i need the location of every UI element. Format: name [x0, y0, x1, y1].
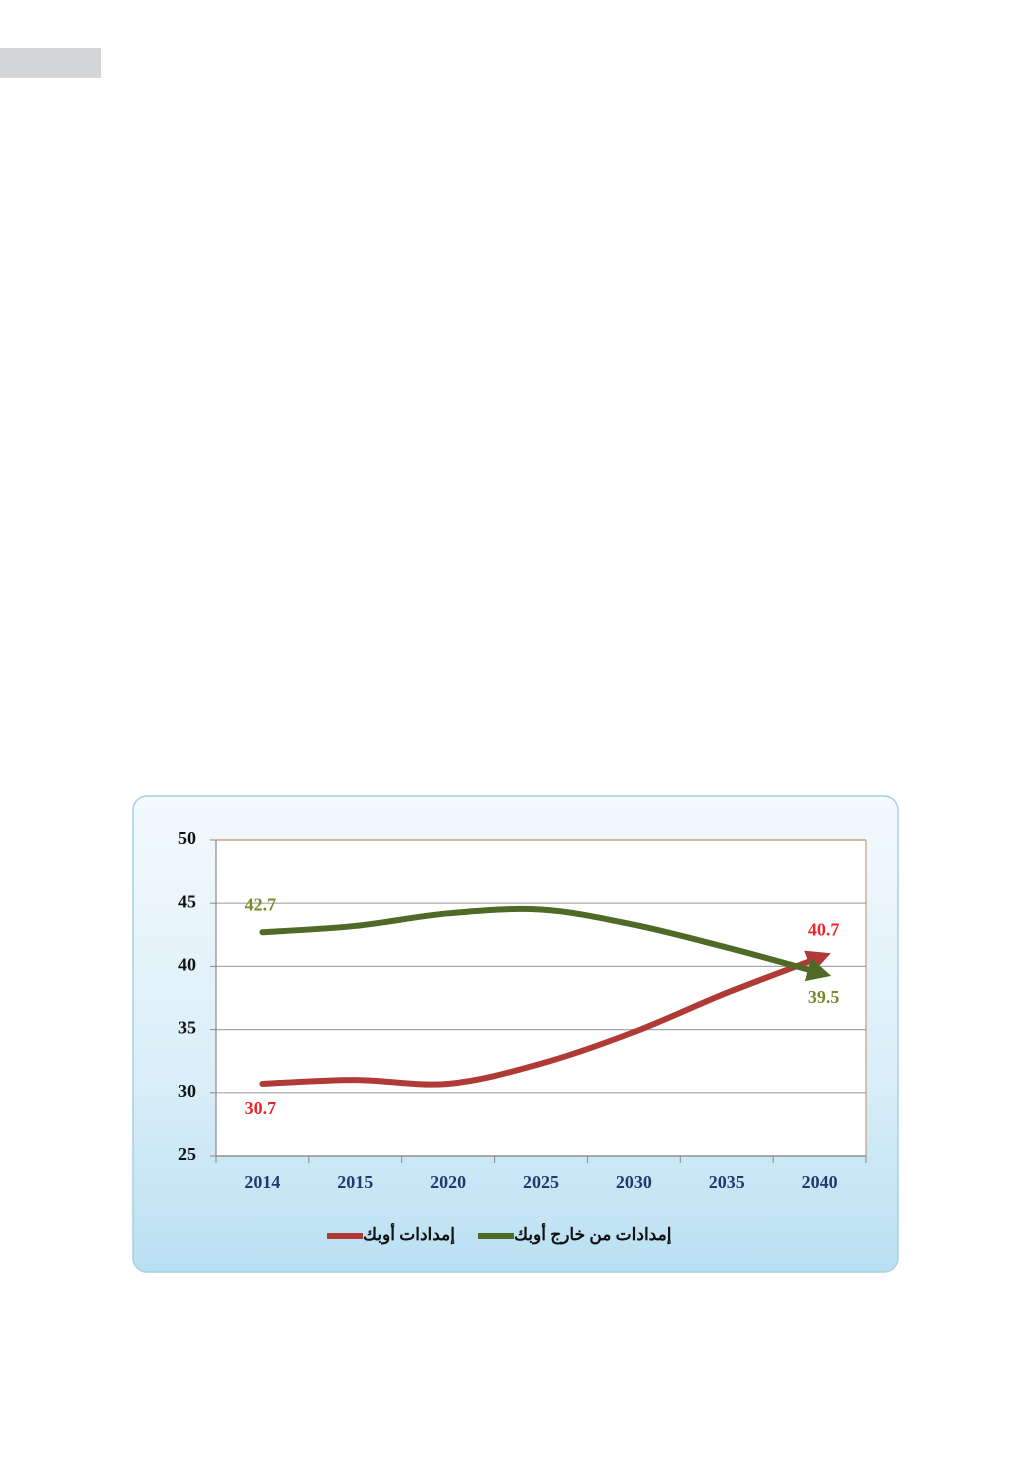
y-tick-label: 35	[178, 1018, 196, 1038]
y-tick-label: 25	[178, 1144, 196, 1164]
data-label: 39.5	[808, 987, 840, 1007]
legend-label: إمدادات أوبك	[363, 1222, 455, 1245]
series-line	[259, 950, 831, 1088]
y-tick-label: 30	[178, 1081, 196, 1101]
y-tick-label: 45	[178, 891, 196, 911]
data-label: 30.7	[245, 1098, 277, 1118]
x-tick-label: 2014	[244, 1172, 280, 1192]
legend-label: إمدادات من خارج أوبك	[514, 1222, 672, 1245]
data-label: 42.7	[245, 894, 277, 914]
data-label: 40.7	[808, 920, 840, 940]
x-tick-label: 2015	[337, 1172, 373, 1192]
x-tick-label: 2035	[709, 1172, 745, 1192]
plot-area	[216, 840, 866, 1156]
series-line	[259, 905, 832, 982]
x-tick-label: 2040	[802, 1172, 838, 1192]
x-tick-label: 2025	[523, 1172, 559, 1192]
x-tick-label: 2030	[616, 1172, 652, 1192]
page-tab	[0, 48, 101, 78]
y-tick-label: 40	[178, 955, 196, 975]
y-tick-label: 50	[178, 828, 196, 848]
x-tick-label: 2020	[430, 1172, 466, 1192]
